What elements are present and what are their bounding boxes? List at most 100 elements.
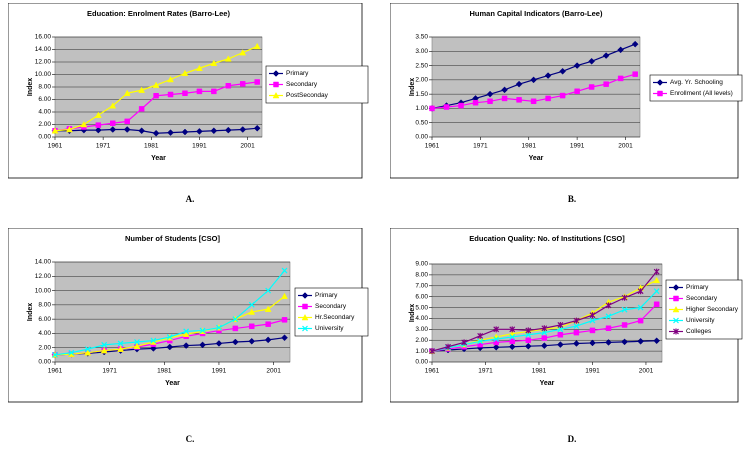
x-tick-label: 1961 <box>425 368 440 375</box>
marker <box>196 88 203 95</box>
marker <box>153 93 159 99</box>
marker <box>150 337 157 344</box>
y-axis-label: Index <box>27 78 34 96</box>
x-tick-label: 1961 <box>48 368 63 375</box>
y-tick-label: 2.00 <box>38 344 51 351</box>
marker <box>487 98 493 105</box>
y-tick-label: 6.00 <box>38 316 51 323</box>
marker <box>508 343 516 351</box>
marker <box>166 334 173 340</box>
marker <box>117 345 125 352</box>
marker <box>557 321 564 328</box>
marker <box>621 338 628 346</box>
marker <box>530 76 537 84</box>
x-tick-label: 2001 <box>618 143 633 150</box>
marker <box>265 287 272 294</box>
marker <box>605 313 612 320</box>
marker <box>621 294 628 301</box>
marker <box>133 342 141 350</box>
marker <box>588 84 595 90</box>
legend-label: Enrollment (All levels) <box>670 90 733 97</box>
marker <box>509 338 515 345</box>
marker <box>509 334 516 340</box>
y-tick-label: 5.00 <box>415 304 428 311</box>
marker <box>253 124 261 132</box>
y-tick-label: 8.00 <box>415 272 428 279</box>
marker <box>264 336 272 344</box>
marker <box>123 89 131 96</box>
marker <box>501 86 508 94</box>
marker <box>617 46 625 54</box>
marker <box>123 126 131 133</box>
x-tick-label: 2001 <box>639 368 654 375</box>
marker <box>673 317 679 324</box>
y-tick-label: 2.00 <box>415 337 428 344</box>
marker <box>84 349 92 356</box>
marker <box>199 341 206 349</box>
x-tick-label: 1961 <box>48 143 63 150</box>
chart: Human Capital Indicators (Barro-Lee) 0.00… <box>390 3 739 179</box>
legend-label: Secondary <box>686 295 718 302</box>
marker <box>215 340 223 347</box>
marker <box>224 126 232 134</box>
x-tick-label: 1961 <box>425 143 440 150</box>
marker <box>573 329 580 336</box>
marker <box>589 312 596 319</box>
marker <box>52 351 58 358</box>
marker <box>653 301 660 308</box>
marker <box>621 306 628 313</box>
y-tick-label: 2.00 <box>415 77 428 84</box>
marker <box>264 305 272 312</box>
marker <box>429 105 435 112</box>
marker <box>541 329 548 336</box>
y-tick-label: 8.00 <box>38 84 51 91</box>
x-tick-label: 1981 <box>157 368 172 375</box>
caption: D. <box>568 434 577 444</box>
marker <box>150 345 157 352</box>
marker <box>265 321 271 327</box>
marker <box>281 267 288 274</box>
marker <box>248 308 256 315</box>
marker <box>603 81 609 87</box>
marker <box>673 328 679 335</box>
chart-title: Human Capital Indicators (Barro-Lee) <box>470 9 603 18</box>
y-axis-label: Index <box>409 78 416 96</box>
x-tick-label: 1981 <box>144 143 159 150</box>
marker <box>94 126 102 134</box>
marker <box>589 339 596 347</box>
marker <box>231 338 239 346</box>
marker <box>152 81 160 88</box>
y-tick-label: 2.50 <box>415 62 428 69</box>
legend-label: University <box>315 325 344 332</box>
y-tick-label: 16.00 <box>35 34 52 41</box>
marker <box>589 317 596 324</box>
y-tick-label: 1.00 <box>415 348 428 355</box>
marker <box>492 343 500 351</box>
y-tick-label: 8.00 <box>38 302 51 309</box>
marker <box>182 342 190 349</box>
y-tick-label: 10.00 <box>35 287 52 294</box>
marker <box>239 49 247 56</box>
marker <box>210 127 218 135</box>
marker <box>559 92 566 99</box>
y-tick-label: 0.50 <box>415 119 428 126</box>
x-axis-label: Year <box>165 380 180 387</box>
marker <box>281 292 288 300</box>
x-tick-label: 1981 <box>532 368 547 375</box>
marker <box>557 326 564 333</box>
y-tick-label: 6.00 <box>415 293 428 300</box>
marker <box>272 70 280 77</box>
marker <box>541 325 548 332</box>
marker <box>516 97 522 103</box>
marker <box>544 72 552 79</box>
caption: A. <box>186 194 195 204</box>
x-tick-label: 1971 <box>478 368 493 375</box>
y-tick-label: 3.00 <box>415 326 428 333</box>
x-tick-label: 1971 <box>102 368 117 375</box>
x-axis-label: Year <box>540 380 555 387</box>
marker <box>605 339 612 346</box>
x-tick-label: 2001 <box>266 368 281 375</box>
y-tick-label: 6.00 <box>38 96 51 103</box>
marker <box>573 62 581 69</box>
